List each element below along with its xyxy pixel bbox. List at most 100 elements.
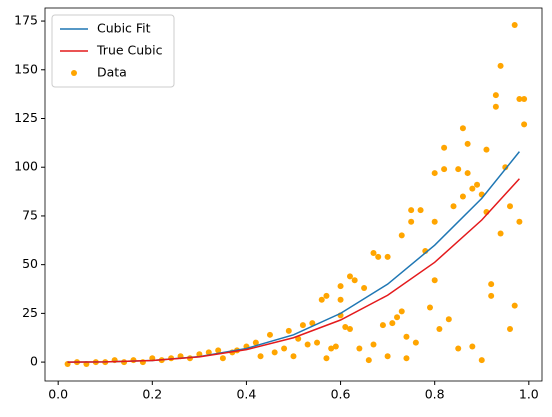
data-point (469, 343, 476, 350)
data-point (356, 345, 363, 352)
data-point (346, 273, 353, 280)
data-point (285, 327, 292, 334)
data-point (215, 347, 222, 354)
legend-label: Cubic Fit (97, 21, 151, 36)
data-point (431, 218, 438, 225)
data-point (314, 339, 321, 346)
data-point (398, 232, 405, 239)
data-point (459, 125, 466, 132)
legend-label: Data (97, 65, 127, 80)
data-point (389, 320, 396, 327)
data-point (488, 292, 495, 299)
data-point (328, 345, 335, 352)
data-point (337, 296, 344, 303)
y-tick-label: 150 (14, 61, 38, 76)
data-point (370, 341, 377, 348)
data-point (384, 253, 391, 260)
y-tick-label: 0 (30, 354, 38, 369)
x-tick-label: 0.6 (331, 387, 351, 402)
fit-line (67, 151, 520, 363)
data-point (304, 341, 311, 348)
data-point (459, 193, 466, 200)
fit-line (67, 178, 520, 363)
data-point (511, 302, 518, 309)
data-point (365, 357, 372, 364)
data-point (281, 345, 288, 352)
data-point (497, 62, 504, 69)
data-point (361, 285, 368, 292)
data-point (469, 185, 476, 192)
data-point (403, 355, 410, 362)
data-point (219, 355, 226, 362)
data-point (394, 314, 401, 321)
y-tick-label: 50 (22, 256, 38, 271)
data-point (431, 170, 438, 177)
data-point (521, 121, 528, 128)
legend-label: True Cubic (96, 43, 163, 58)
data-point (445, 316, 452, 323)
data-point (290, 353, 297, 360)
legend-box (51, 14, 175, 88)
data-point (431, 277, 438, 284)
y-tick-label: 25 (22, 305, 38, 320)
data-point (488, 281, 495, 288)
data-point (521, 96, 528, 103)
data-point (351, 277, 358, 284)
data-point (417, 207, 424, 214)
data-point (408, 207, 415, 214)
data-point (266, 331, 273, 338)
data-point (516, 218, 523, 225)
legend-marker (71, 70, 77, 76)
data-point (502, 164, 509, 171)
y-tick-label: 125 (14, 110, 38, 125)
data-point (323, 355, 330, 362)
x-tick-label: 0.4 (236, 387, 256, 402)
data-point (464, 140, 471, 147)
data-point (130, 357, 137, 364)
data-point (506, 203, 513, 210)
data-point (252, 339, 259, 346)
data-point (384, 353, 391, 360)
data-point (511, 21, 518, 28)
data-point (450, 203, 457, 210)
data-point (337, 283, 344, 290)
data-point (342, 324, 349, 331)
data-point (408, 218, 415, 225)
data-point (455, 166, 462, 173)
data-point (257, 353, 264, 360)
data-point (379, 322, 386, 329)
data-point (412, 339, 419, 346)
data-point (426, 304, 433, 311)
data-point (370, 249, 377, 256)
data-point (441, 166, 448, 173)
data-point (492, 92, 499, 99)
data-point (478, 357, 485, 364)
x-tick-label: 0.2 (142, 387, 162, 402)
data-point (139, 359, 146, 366)
data-point (464, 170, 471, 177)
x-tick-label: 0.0 (48, 387, 68, 402)
data-point (441, 144, 448, 151)
data-point (398, 308, 405, 315)
data-point (309, 320, 316, 327)
x-tick-label: 1.0 (519, 387, 539, 402)
data-point (205, 349, 212, 356)
y-tick-label: 75 (22, 207, 38, 222)
data-point (375, 253, 382, 260)
data-point (492, 103, 499, 110)
data-point (497, 230, 504, 237)
data-point (474, 181, 481, 188)
y-tick-label: 175 (14, 13, 38, 28)
data-point (516, 96, 523, 103)
data-point (332, 343, 339, 350)
data-point (483, 146, 490, 153)
data-point (436, 325, 443, 332)
y-tick-label: 100 (14, 159, 38, 174)
data-point (455, 345, 462, 352)
data-point (506, 325, 513, 332)
data-point (318, 296, 325, 303)
data-point (346, 325, 353, 332)
data-point (271, 349, 278, 356)
data-point (299, 322, 306, 329)
